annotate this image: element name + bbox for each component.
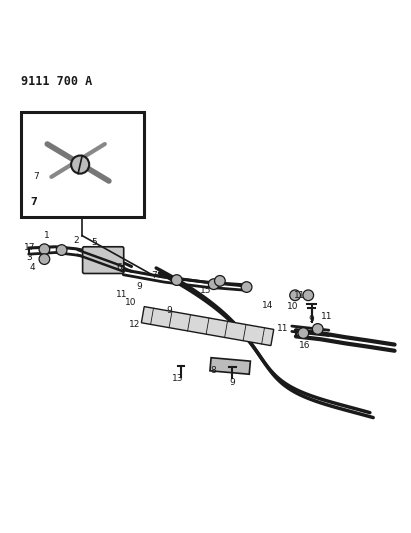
Text: 11: 11 bbox=[321, 312, 332, 321]
Circle shape bbox=[208, 279, 219, 289]
Text: 9111 700 A: 9111 700 A bbox=[21, 75, 92, 88]
Circle shape bbox=[303, 290, 314, 301]
Text: 6: 6 bbox=[116, 263, 122, 272]
Text: 7: 7 bbox=[151, 271, 157, 280]
Text: 17: 17 bbox=[24, 243, 35, 252]
Text: 7: 7 bbox=[31, 197, 37, 207]
Text: 14: 14 bbox=[262, 302, 274, 310]
Text: 9: 9 bbox=[167, 306, 173, 316]
Circle shape bbox=[312, 324, 323, 334]
Text: 11: 11 bbox=[277, 325, 289, 334]
Text: 13: 13 bbox=[172, 374, 183, 383]
Bar bbox=[21, 112, 144, 217]
Circle shape bbox=[215, 276, 225, 286]
Circle shape bbox=[290, 290, 300, 301]
Circle shape bbox=[241, 282, 252, 293]
Text: 9: 9 bbox=[136, 282, 142, 290]
Circle shape bbox=[39, 244, 50, 255]
Text: 3: 3 bbox=[27, 253, 32, 262]
Circle shape bbox=[39, 254, 50, 264]
Text: 4: 4 bbox=[29, 263, 35, 272]
Text: 10: 10 bbox=[125, 298, 136, 307]
Text: 10: 10 bbox=[287, 302, 298, 311]
Text: 12: 12 bbox=[129, 320, 141, 329]
Text: 16: 16 bbox=[299, 341, 311, 350]
Text: 7: 7 bbox=[33, 172, 39, 181]
Text: 8: 8 bbox=[210, 366, 216, 375]
Text: 11: 11 bbox=[293, 291, 305, 300]
Circle shape bbox=[171, 274, 182, 285]
Circle shape bbox=[298, 328, 309, 338]
Circle shape bbox=[56, 245, 67, 255]
Text: 9: 9 bbox=[229, 378, 235, 387]
Text: 9: 9 bbox=[309, 314, 314, 324]
Circle shape bbox=[71, 156, 89, 174]
FancyBboxPatch shape bbox=[83, 247, 124, 273]
Polygon shape bbox=[141, 306, 274, 345]
Text: 15: 15 bbox=[200, 286, 211, 295]
Text: 5: 5 bbox=[91, 238, 97, 247]
Text: 11: 11 bbox=[115, 289, 127, 298]
Polygon shape bbox=[210, 358, 250, 374]
Text: 1: 1 bbox=[44, 231, 50, 240]
Text: 2: 2 bbox=[73, 236, 79, 245]
